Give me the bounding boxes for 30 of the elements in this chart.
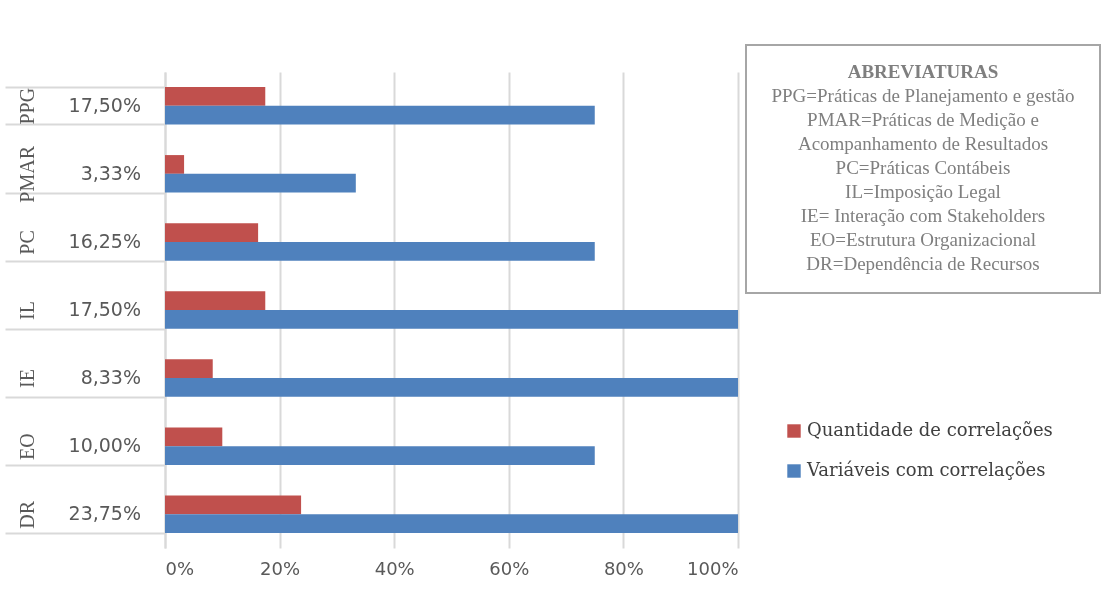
x-tick-label: 100% — [687, 557, 739, 579]
text: DR=Dependência de Recursos — [805, 252, 1041, 276]
text: ABREVIATURAS — [846, 60, 1000, 84]
legend-label: Variáveis com correlações — [806, 459, 1046, 480]
x-tick-label: 80% — [603, 557, 644, 579]
data-label: 10,00% — [68, 434, 141, 457]
data-label: 3,33% — [80, 161, 141, 184]
text: EO=Estrutura Organizacional — [808, 228, 1038, 252]
data-label: 16,25% — [68, 229, 141, 252]
y-tick-label: IL — [15, 301, 38, 320]
x-tick-label: 20% — [260, 557, 301, 579]
x-tick-label: 0% — [165, 557, 195, 579]
y-tick-label: PMAR — [15, 145, 38, 203]
text: PMAR=Práticas de Medição e Acompanhamento de Resultados — [796, 108, 1050, 156]
y-tick-label: DR — [15, 500, 38, 529]
y-tick-label: PC — [15, 230, 38, 255]
y-tick-label: IE — [15, 369, 38, 389]
data-label: 8,33% — [80, 366, 141, 389]
y-tick-label: PPG — [15, 87, 38, 125]
legend-label: Quantidade de correlações — [807, 419, 1053, 440]
x-tick-label: 60% — [489, 557, 530, 579]
data-label: 17,50% — [68, 298, 141, 320]
text: PPG=Práticas de Planejamento e gestão — [770, 84, 1076, 108]
x-tick-label: 40% — [374, 557, 415, 579]
data-label: 17,50% — [68, 93, 141, 116]
text: IE= Interação com Stakeholders — [799, 204, 1047, 228]
y-tick-label: EO — [15, 433, 38, 461]
text: PC=Práticas Contábeis — [834, 156, 1012, 180]
data-label: 23,75% — [68, 502, 141, 525]
text: IL=Imposição Legal — [844, 180, 1002, 204]
